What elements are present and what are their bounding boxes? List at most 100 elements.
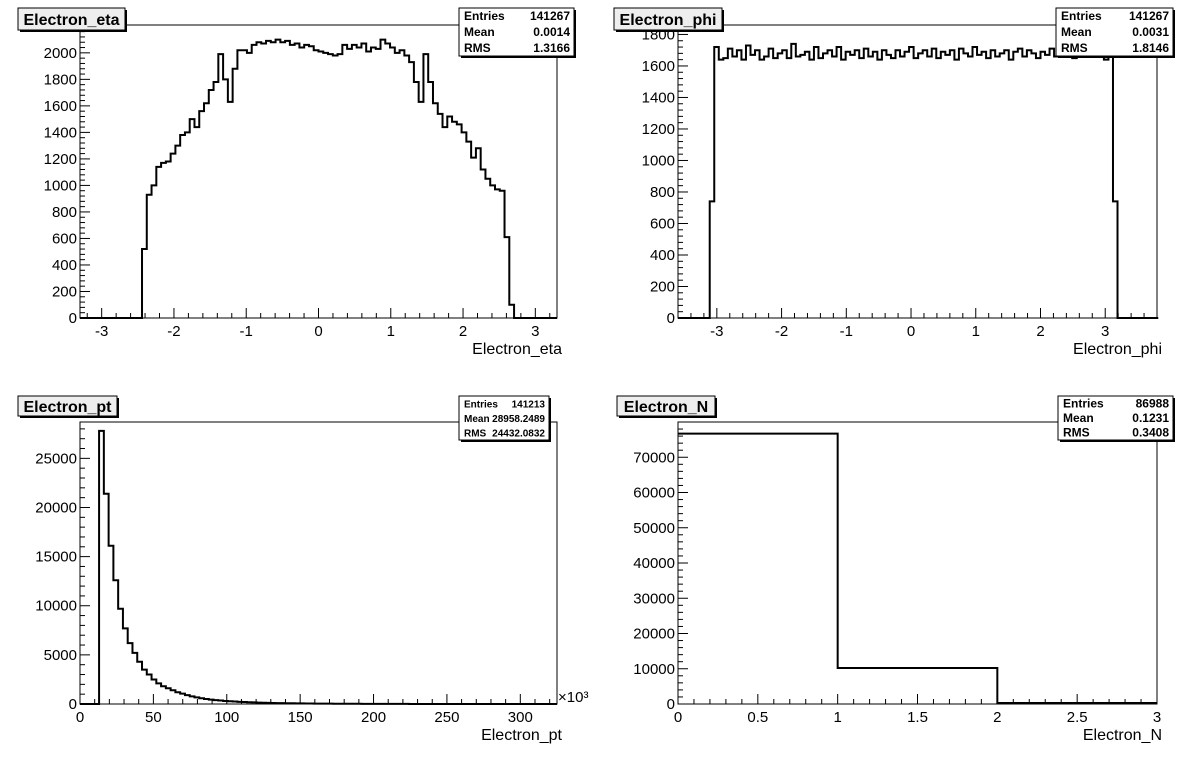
stats-value: 0.3408 [1132, 426, 1169, 440]
y-tick-label: 600 [650, 215, 675, 232]
y-tick-label: 50000 [633, 520, 675, 537]
x-tick-label: 3 [1153, 709, 1161, 726]
stats-box [1055, 7, 1174, 57]
histogram-panel-Electron_eta: -3 -2 -1 0 1 2 3 0 200 400 600 800 1000 1200 1400 1600 1… [17, 7, 576, 358]
histogram-panel-Electron_N: 0 0.5 1 1.5 2 2.5 3 0 10000 20000 30000 40000 50000 6… [616, 395, 1175, 744]
stats-key: Mean [464, 25, 495, 39]
stats-value: 0.0014 [533, 25, 570, 39]
histogram-line [80, 38, 557, 319]
stats-key: Mean [464, 414, 490, 425]
x-tick-label: 0.5 [747, 709, 768, 726]
histogram-panel-Electron_phi: -3 -2 -1 0 1 2 3 0 200 400 600 800 1000 1200 1400 1600 1… [613, 7, 1175, 358]
y-tick-label: 0 [69, 696, 77, 713]
x-tick-label: 2.5 [1067, 709, 1088, 726]
x-tick-label: 3 [1101, 323, 1109, 340]
stats-key: RMS [1061, 41, 1088, 55]
stats-value: 141213 [512, 399, 546, 410]
y-tick-label: 400 [650, 247, 675, 264]
y-tick-label: 1600 [44, 98, 77, 115]
y-tick-label: 200 [650, 278, 675, 295]
x-axis-title: Electron_phi [1073, 341, 1162, 358]
y-tick-label: 20000 [35, 499, 77, 516]
x-tick-label: 3 [531, 323, 539, 340]
y-tick-label: 20000 [633, 626, 675, 643]
plot-frame [79, 421, 558, 705]
stats-key: RMS [464, 41, 491, 55]
y-tick-label: 800 [650, 184, 675, 201]
y-tick-label: 60000 [633, 485, 675, 502]
title-box [613, 7, 723, 31]
y-tick-label: 0 [69, 310, 77, 327]
y-tick-label: 1400 [642, 89, 675, 106]
stats-value: 0.0031 [1132, 25, 1169, 39]
y-tick-label: 600 [52, 230, 77, 247]
plot-frame [677, 421, 1158, 705]
chart-title: Electron_eta [23, 12, 119, 29]
y-tick-label: 2000 [44, 45, 77, 62]
x-axis-title: Electron_pt [481, 727, 562, 744]
x-tick-label: 0 [907, 323, 915, 340]
stats-key: RMS [464, 429, 487, 440]
x-tick-label: -3 [710, 323, 723, 340]
stats-key: Entries [1061, 9, 1102, 23]
chart-title: Electron_N [624, 399, 708, 416]
x-tick-label: -1 [240, 323, 253, 340]
y-tick-label: 400 [52, 257, 77, 274]
x-tick-label: 200 [361, 709, 386, 726]
title-box [17, 395, 118, 417]
x-tick-label: 2 [1036, 323, 1044, 340]
stats-box [1057, 395, 1174, 441]
stats-value: 24432.0832 [492, 429, 545, 440]
y-tick-label: 15000 [35, 549, 77, 566]
chart-title: Electron_pt [23, 399, 112, 416]
title-box [616, 395, 716, 417]
x-tick-label: 1 [387, 323, 395, 340]
stats-key: Mean [1061, 25, 1092, 39]
histogram-panel-Electron_pt: 0 50 100 150 200 250 300 0 5000 10000 15000 20000 25… [17, 395, 588, 744]
y-tick-label: 1000 [642, 152, 675, 169]
x-tick-label: 50 [145, 709, 162, 726]
x-tick-label: 250 [434, 709, 459, 726]
x-tick-label: 0 [76, 709, 84, 726]
y-tick-label: 1400 [44, 124, 77, 141]
x-tick-label: -3 [95, 323, 108, 340]
y-tick-label: 10000 [633, 661, 675, 678]
x-axis-title: Electron_N [1083, 727, 1162, 744]
chart-title: Electron_phi [620, 12, 717, 29]
y-tick-label: 800 [52, 204, 77, 221]
x-tick-label: -1 [840, 323, 853, 340]
stats-value: 28958.2489 [492, 414, 545, 425]
stats-value: 1.8146 [1132, 41, 1169, 55]
y-tick-label: 1600 [642, 58, 675, 75]
x-tick-label: 0 [674, 709, 682, 726]
stats-value: 86988 [1136, 396, 1170, 410]
y-tick-label: 10000 [35, 598, 77, 615]
plot-frame [677, 24, 1158, 319]
y-tick-label: 1200 [642, 121, 675, 138]
y-tick-label: 1800 [44, 71, 77, 88]
stats-box [458, 7, 575, 57]
y-tick-label: 200 [52, 283, 77, 300]
stats-key: Mean [1063, 411, 1094, 425]
x-tick-label: -2 [167, 323, 180, 340]
x-axis-title: Electron_eta [472, 341, 562, 358]
histogram-line [678, 42, 1159, 319]
x-tick-label: 1 [972, 323, 980, 340]
y-tick-label: 25000 [35, 450, 77, 467]
y-tick-label: 70000 [633, 449, 675, 466]
histogram-line [678, 432, 1157, 704]
x-tick-label: 1.5 [907, 709, 928, 726]
stats-value: 0.1231 [1132, 411, 1169, 425]
x-tick-label: 300 [508, 709, 533, 726]
stats-key: Entries [1063, 396, 1104, 410]
stats-value: 141267 [530, 9, 570, 23]
x-tick-label: -2 [775, 323, 788, 340]
x-tick-label: 2 [993, 709, 1001, 726]
x-tick-label: 150 [288, 709, 313, 726]
x-tick-label: 0 [314, 323, 322, 340]
x-axis-exponent: ×10³ [558, 689, 588, 706]
stats-key: Entries [464, 399, 498, 410]
y-tick-label: 5000 [44, 647, 77, 664]
x-tick-label: 2 [459, 323, 467, 340]
